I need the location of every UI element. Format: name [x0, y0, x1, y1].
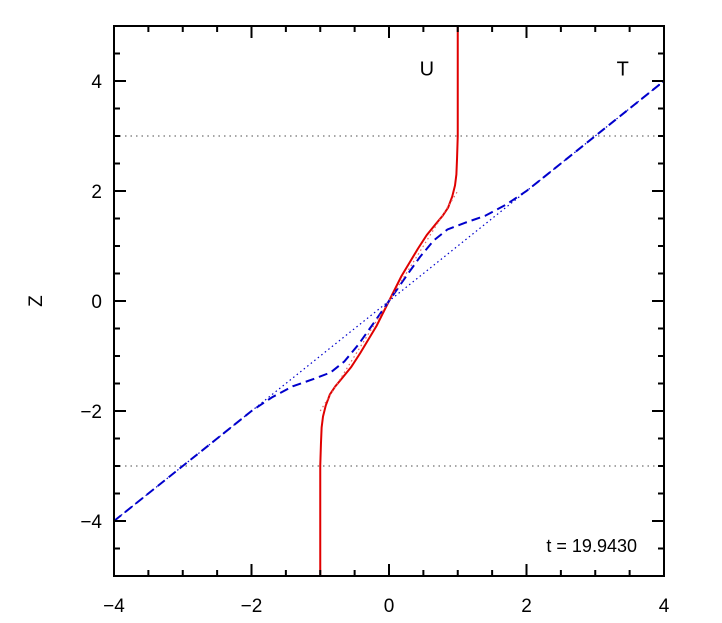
- series-label-t: T: [617, 59, 629, 81]
- axis-ticks: [113, 25, 665, 577]
- x-tick-label: 4: [659, 596, 670, 617]
- y-tick-labels: −4 −2 0 2 4: [80, 72, 102, 533]
- x-tick-label: 2: [521, 596, 532, 617]
- y-tick-label: −2: [80, 402, 102, 423]
- series-3-line: [114, 80, 664, 522]
- y-tick-label: 0: [91, 292, 102, 313]
- x-tick-label: −2: [241, 596, 263, 617]
- y-tick-label: 4: [91, 72, 102, 93]
- x-tick-label: 0: [384, 596, 395, 617]
- x-tick-label: −4: [103, 596, 125, 617]
- y-tick-label: 2: [91, 182, 102, 203]
- series-4-line: [319, 190, 459, 412]
- time-annotation: t = 19.9430: [546, 536, 637, 556]
- reference-lines: [114, 135, 664, 467]
- x-tick-labels: −4 −2 0 2 4: [103, 596, 670, 617]
- y-axis-label: Z: [26, 295, 47, 307]
- series-layer: [114, 26, 664, 576]
- y-tick-label: −4: [80, 512, 102, 533]
- series-label-u: U: [420, 59, 434, 81]
